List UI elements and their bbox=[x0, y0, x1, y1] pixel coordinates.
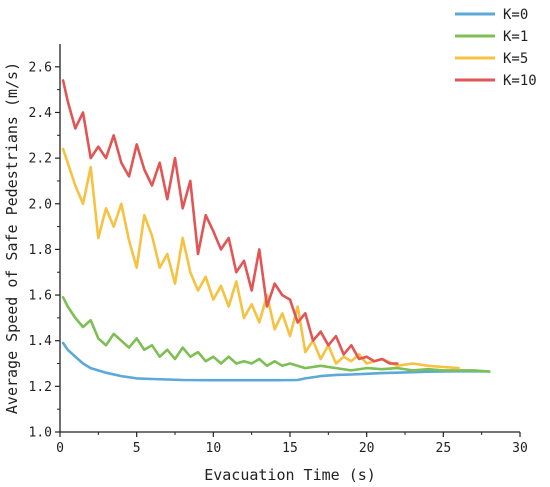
y-tick-label: 2.2 bbox=[29, 152, 52, 167]
x-axis-title: Evacuation Time (s) bbox=[204, 466, 376, 484]
x-axis: 0 5 10 15 20 25 30 bbox=[56, 431, 528, 456]
y-axis-title: Average Speed of Safe Pedestrians (m/s) bbox=[3, 62, 21, 414]
series-line-k0 bbox=[61, 341, 491, 382]
y-axis: 1.0 1.2 1.4 1.6 1.8 2.0 2.2 2.4 2.6 bbox=[29, 44, 61, 441]
series-line-k1 bbox=[61, 295, 491, 373]
legend-label: K=5 bbox=[503, 51, 528, 67]
y-tick-label: 1.6 bbox=[29, 289, 52, 304]
series-line-k5 bbox=[61, 147, 461, 370]
x-tick-label: 10 bbox=[206, 441, 222, 456]
x-tick-label: 15 bbox=[282, 441, 298, 456]
y-tick-label: 2.0 bbox=[29, 197, 52, 212]
y-tick-label: 1.4 bbox=[29, 334, 53, 349]
x-tick-label: 20 bbox=[359, 441, 375, 456]
y-tick-label: 1.2 bbox=[29, 380, 52, 395]
legend-label: K=0 bbox=[503, 7, 528, 23]
series-lines bbox=[61, 79, 491, 382]
y-tick-label: 1.0 bbox=[29, 426, 52, 441]
y-tick-label: 2.6 bbox=[29, 60, 52, 75]
legend-label: K=10 bbox=[503, 73, 537, 89]
x-tick-label: 5 bbox=[133, 441, 141, 456]
legend-label: K=1 bbox=[503, 29, 528, 45]
x-tick-label: 0 bbox=[56, 441, 64, 456]
x-tick-label: 30 bbox=[512, 441, 528, 456]
series-line-k10 bbox=[61, 79, 399, 365]
x-tick-label: 25 bbox=[436, 441, 452, 456]
y-tick-label: 2.4 bbox=[29, 106, 53, 121]
legend: K=0 K=1 K=5 K=10 bbox=[455, 7, 537, 89]
y-tick-label: 1.8 bbox=[29, 243, 52, 258]
